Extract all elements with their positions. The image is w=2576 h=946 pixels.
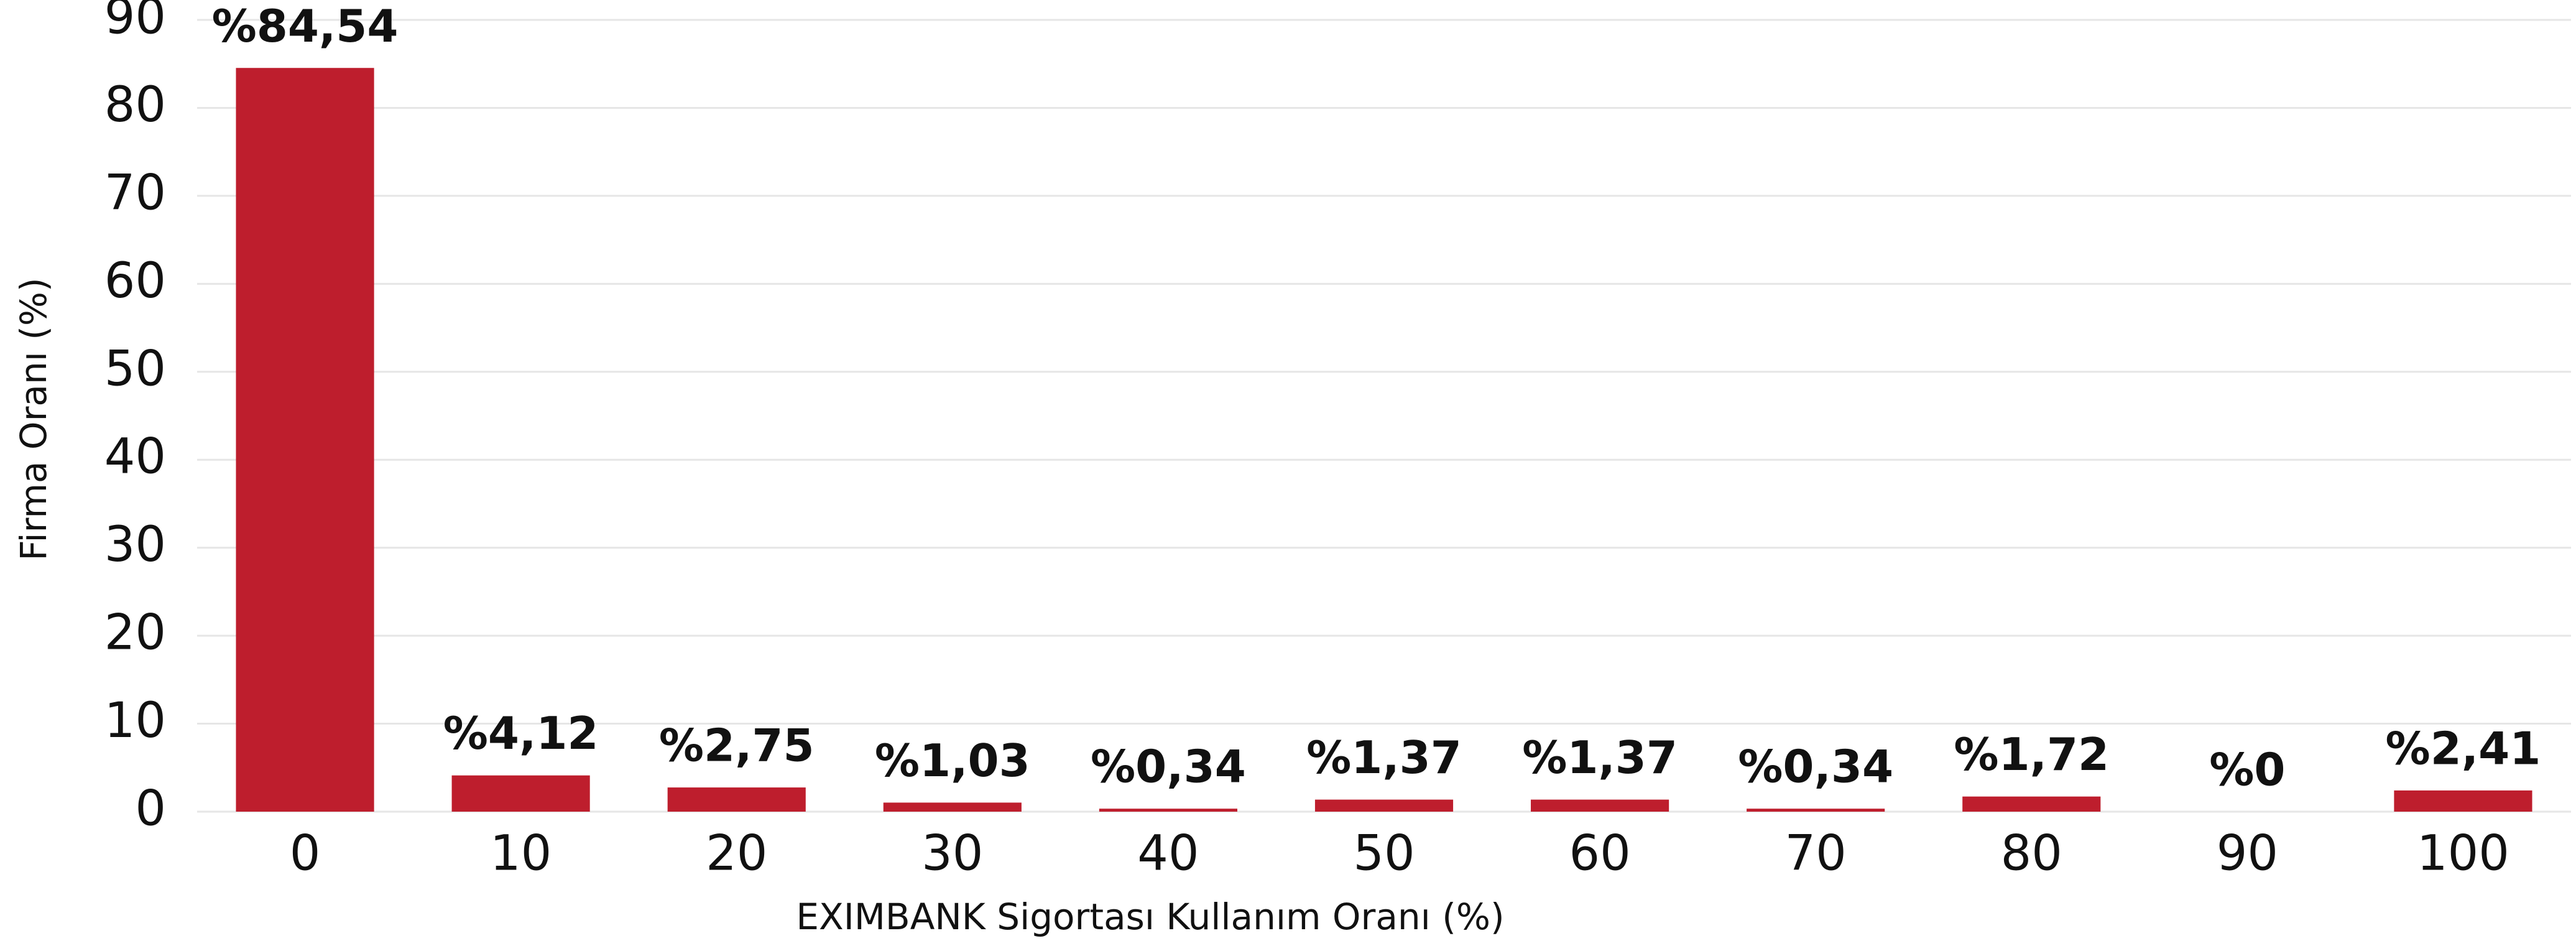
- x-tick-label: 100: [2417, 825, 2509, 881]
- x-tick-label: 40: [1137, 825, 1199, 881]
- value-label: %0: [2209, 744, 2285, 796]
- value-label: %0,34: [1738, 741, 1893, 793]
- x-tick-label: 70: [1785, 825, 1847, 881]
- bar: [1314, 799, 1454, 812]
- y-tick-label: 70: [104, 165, 166, 221]
- y-tick-label: 40: [104, 429, 166, 485]
- x-tick-label: 80: [2001, 825, 2062, 881]
- value-label: %1,37: [1522, 731, 1678, 784]
- value-label: %84,54: [212, 0, 399, 52]
- x-axis-label: EXIMBANK Sigortası Kullanım Oranı (%): [796, 896, 1504, 938]
- x-tick-label: 10: [490, 825, 552, 881]
- value-label: %1,03: [875, 735, 1030, 787]
- y-tick-label: 60: [104, 253, 166, 309]
- y-axis-label: Firma Oranı (%): [12, 277, 55, 560]
- bar: [1962, 796, 2101, 812]
- value-label: %2,75: [659, 720, 815, 772]
- y-tick-label: 0: [135, 781, 166, 837]
- x-tick-label: 30: [921, 825, 983, 881]
- y-tick-label: 30: [104, 517, 166, 573]
- bar: [2394, 790, 2532, 812]
- y-tick-label: 90: [104, 0, 166, 45]
- x-tick-label: 0: [290, 825, 321, 881]
- x-tick-label: 90: [2217, 825, 2278, 881]
- y-tick-label: 50: [104, 341, 166, 397]
- bar: [1747, 809, 1885, 812]
- value-label: %1,72: [1954, 728, 2109, 781]
- y-tick-label: 10: [104, 693, 166, 749]
- bar: [236, 68, 374, 812]
- bar: [883, 802, 1022, 812]
- value-label: %2,41: [2386, 722, 2541, 774]
- y-tick-label: 80: [104, 77, 166, 133]
- x-tick-label: 60: [1569, 825, 1630, 881]
- x-tick-label: 50: [1353, 825, 1415, 881]
- value-label: %1,37: [1306, 731, 1462, 784]
- value-label: %4,12: [443, 707, 599, 759]
- bar: [1531, 799, 1669, 812]
- value-label: %0,34: [1091, 741, 1246, 793]
- bar: [451, 775, 590, 812]
- x-tick-label: 20: [706, 825, 767, 881]
- y-tick-label: 20: [104, 605, 166, 661]
- bar: [667, 787, 806, 812]
- bar: [1099, 809, 1237, 812]
